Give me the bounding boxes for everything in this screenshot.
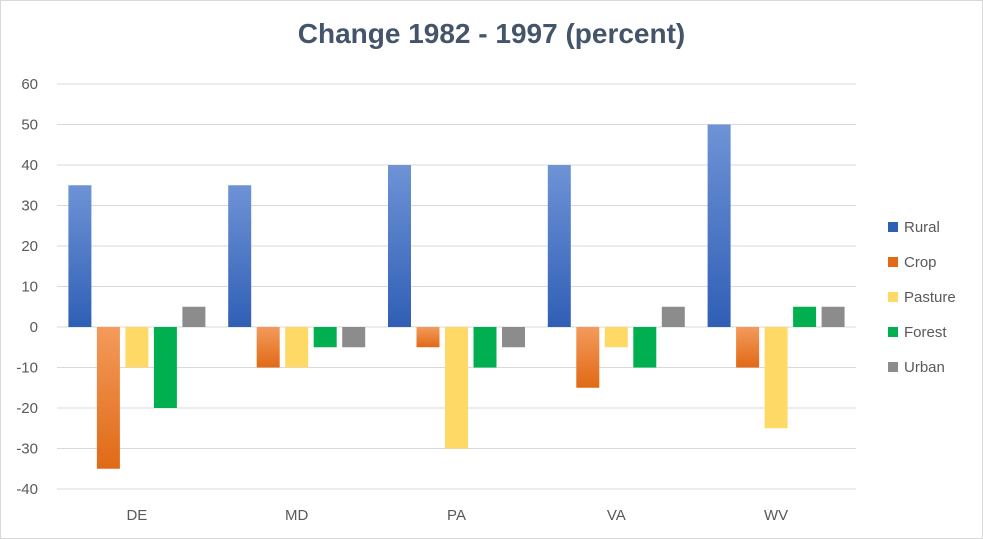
bar-forest-wv bbox=[793, 306, 817, 327]
bar-crop-md bbox=[256, 327, 280, 368]
bar-forest-de bbox=[153, 327, 177, 408]
legend-label-crop: Crop bbox=[904, 254, 937, 271]
bar-urban-wv bbox=[821, 306, 845, 327]
legend-label-pasture: Pasture bbox=[904, 289, 956, 306]
y-tick-label: 0 bbox=[30, 319, 38, 336]
y-tick-label: 10 bbox=[21, 279, 38, 296]
y-axis-ticks: 60 50 40 30 20 10 0 -10 -20 -30 -40 bbox=[16, 76, 38, 498]
bar-urban-va bbox=[661, 306, 685, 327]
y-tick-label: -40 bbox=[16, 481, 38, 498]
bar-urban-pa bbox=[502, 327, 525, 348]
bar-urban-de bbox=[182, 306, 206, 327]
bar-rural-va bbox=[547, 165, 571, 327]
bar-rural-pa bbox=[388, 165, 411, 327]
legend-swatch-rural bbox=[888, 222, 898, 232]
bar-crop-va bbox=[576, 327, 600, 388]
x-tick-label: WV bbox=[764, 507, 788, 524]
legend-swatch-urban bbox=[888, 362, 898, 372]
legend-label-forest: Forest bbox=[904, 324, 947, 341]
bar-rural-md bbox=[228, 185, 252, 327]
bar-forest-va bbox=[633, 327, 657, 368]
legend-label-rural: Rural bbox=[904, 219, 940, 236]
y-tick-label: -10 bbox=[16, 360, 38, 377]
legend-swatch-crop bbox=[888, 257, 898, 267]
bars bbox=[68, 124, 845, 469]
legend-swatch-pasture bbox=[888, 292, 898, 302]
bar-rural-de bbox=[68, 185, 92, 327]
x-tick-label: MD bbox=[285, 507, 308, 524]
x-tick-label: PA bbox=[447, 507, 466, 524]
bar-pasture-de bbox=[125, 327, 149, 368]
bar-crop-wv bbox=[736, 327, 760, 368]
bar-forest-pa bbox=[473, 327, 497, 368]
y-tick-label: 30 bbox=[21, 198, 38, 215]
chart-title: Change 1982 - 1997 (percent) bbox=[297, 18, 686, 49]
bar-pasture-pa bbox=[445, 327, 468, 449]
y-tick-label: 50 bbox=[21, 117, 38, 134]
y-tick-label: 60 bbox=[21, 76, 38, 93]
y-tick-label: 20 bbox=[21, 238, 38, 255]
bar-crop-de bbox=[96, 327, 120, 469]
x-axis-ticks: DE MD PA VA WV bbox=[126, 507, 788, 524]
bar-pasture-md bbox=[285, 327, 309, 368]
y-tick-label: 40 bbox=[21, 157, 38, 174]
legend-label-urban: Urban bbox=[904, 359, 945, 376]
bar-pasture-wv bbox=[764, 327, 788, 429]
x-tick-label: VA bbox=[607, 507, 626, 524]
y-tick-label: -30 bbox=[16, 441, 38, 458]
bar-crop-pa bbox=[416, 327, 440, 348]
bar-forest-md bbox=[313, 327, 337, 348]
legend-swatch-forest bbox=[888, 327, 898, 337]
bar-rural-wv bbox=[707, 124, 731, 327]
bar-pasture-va bbox=[604, 327, 628, 348]
y-tick-label: -20 bbox=[16, 400, 38, 417]
legend: Rural Crop Pasture Forest Urban bbox=[888, 219, 956, 376]
bar-urban-md bbox=[342, 327, 366, 348]
x-tick-label: DE bbox=[126, 507, 147, 524]
